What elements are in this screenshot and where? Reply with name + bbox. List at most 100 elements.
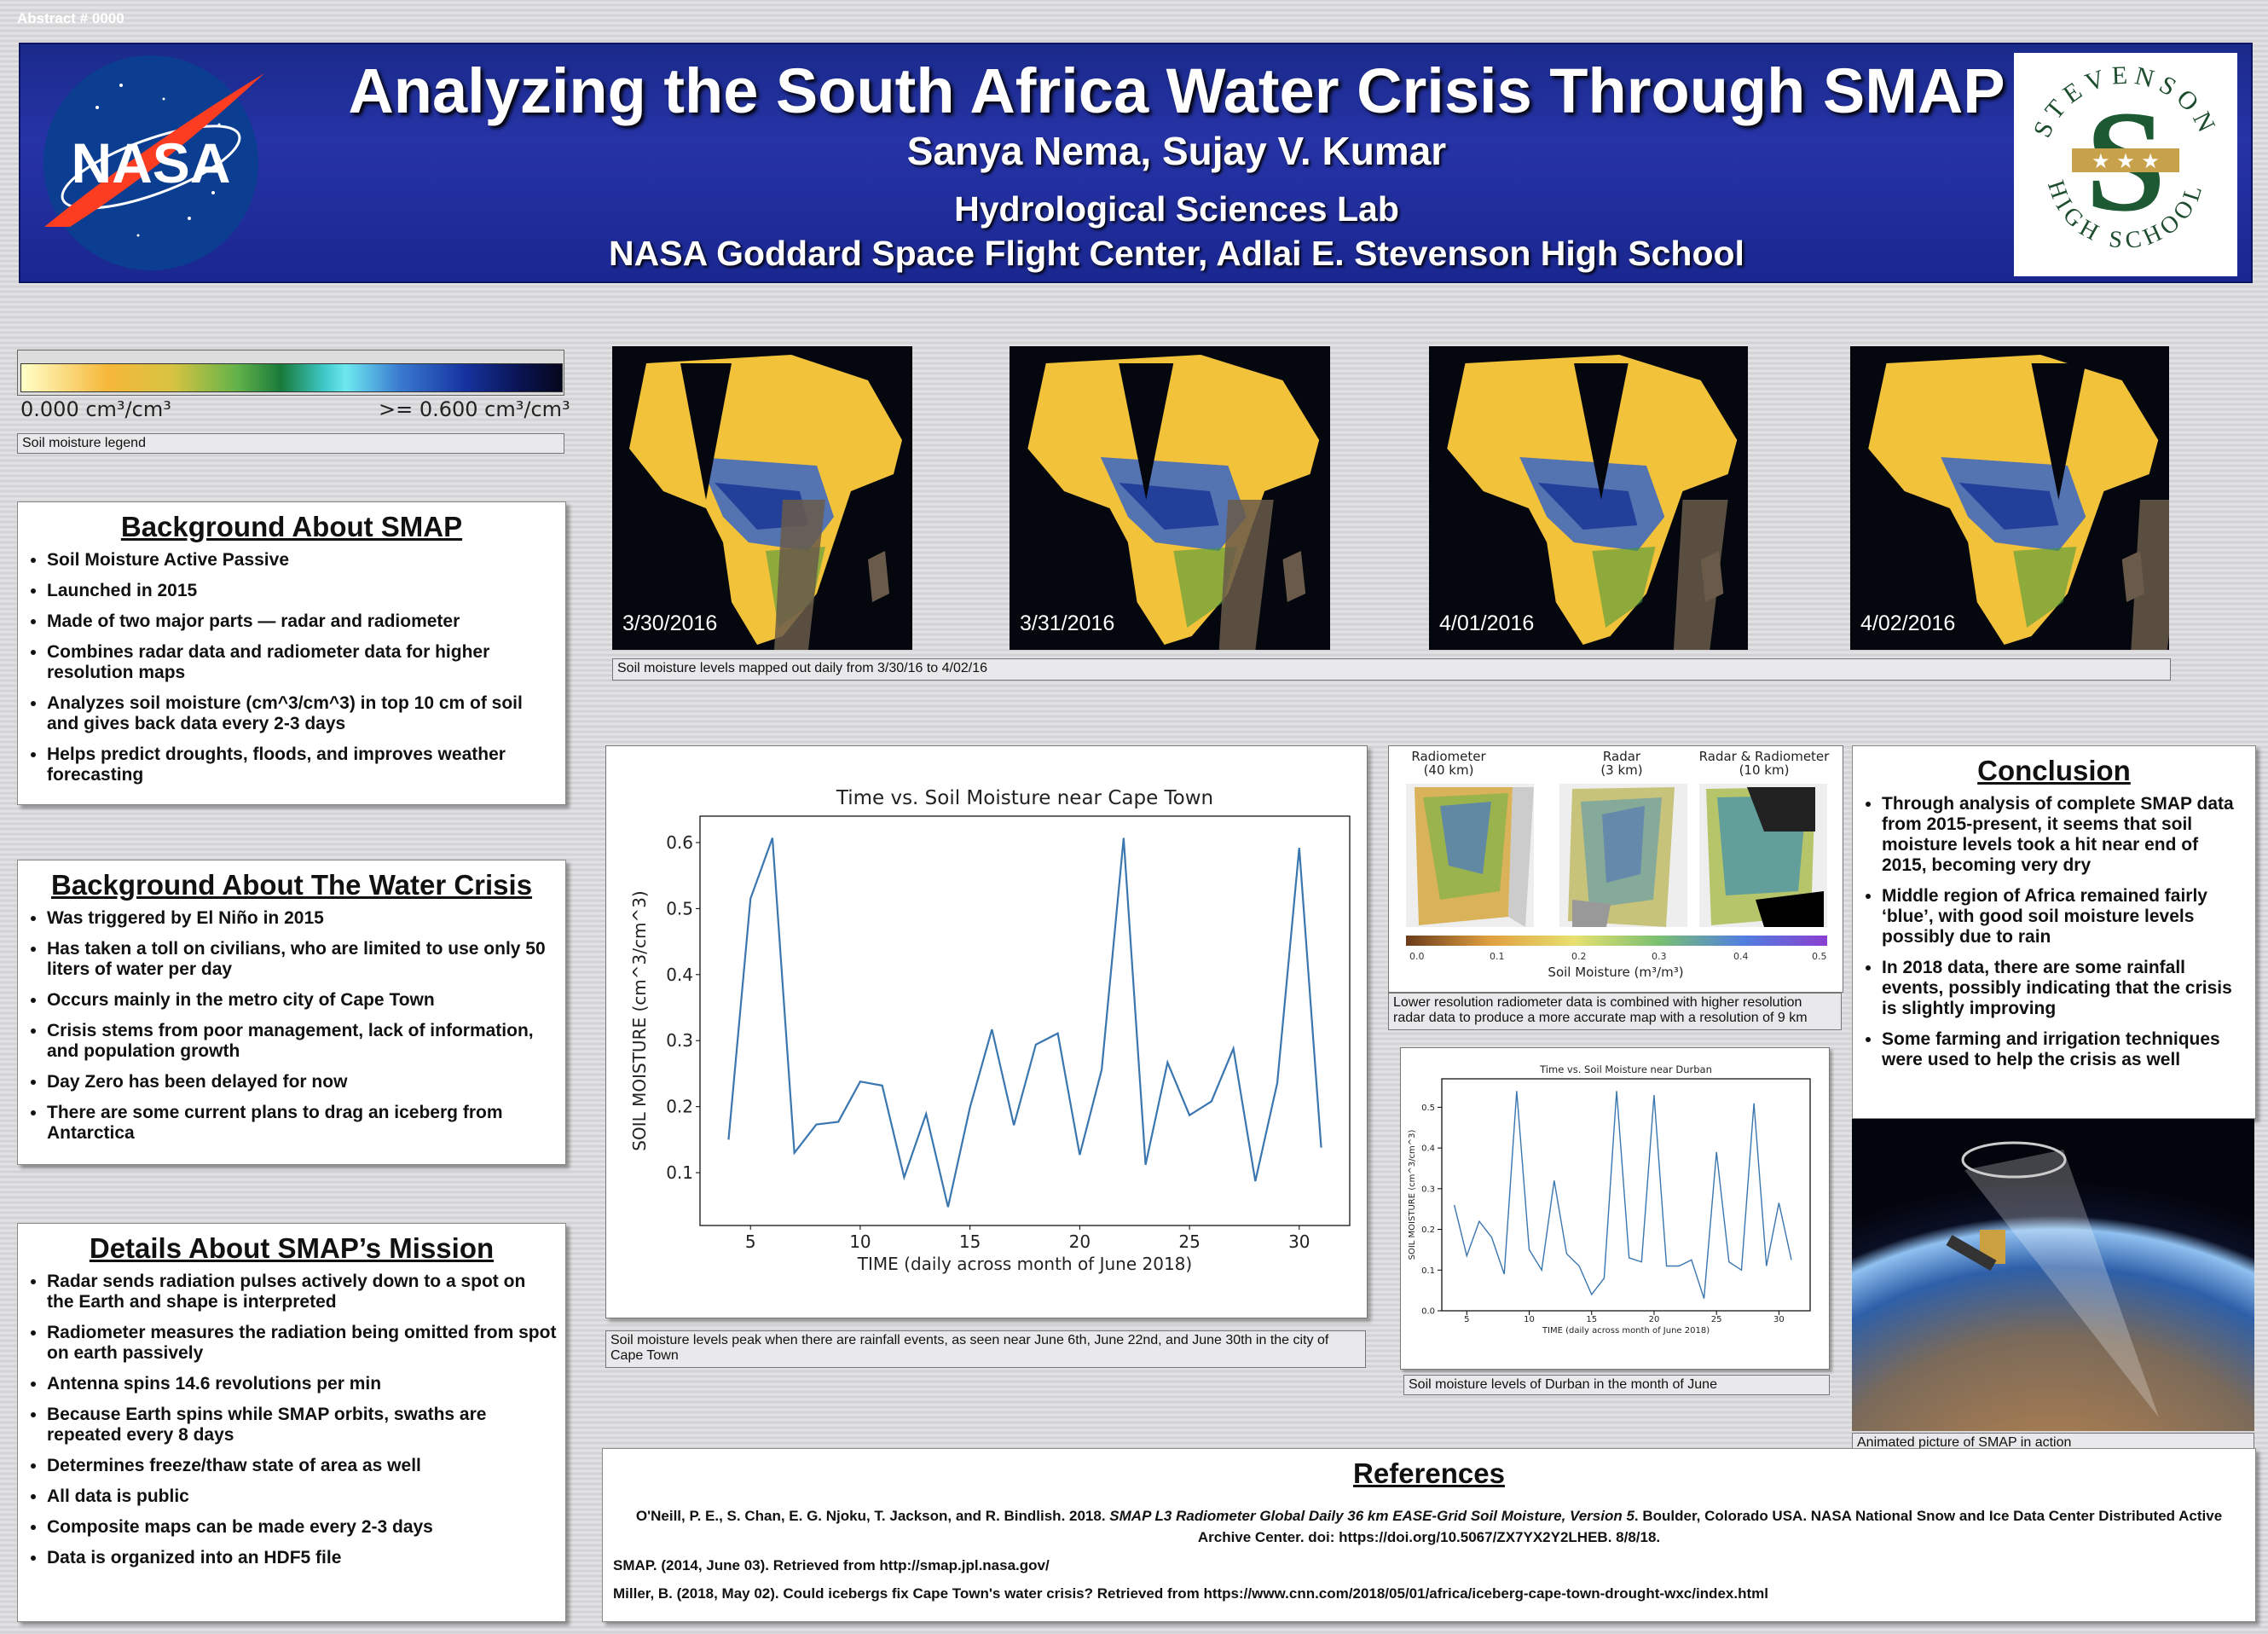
list-item: Crisis stems from poor management, lack … [47,1021,557,1062]
y-tick-label: 0.4 [666,965,693,985]
svg-text:★ ★ ★: ★ ★ ★ [2092,149,2160,173]
composite-caption: Lower resolution radiometer data is comb… [1388,993,1842,1030]
plot-frame [699,815,1351,1226]
list-item: Because Earth spins while SMAP orbits, s… [47,1405,557,1446]
x-tick-label: 15 [959,1231,981,1252]
list-item: Has taken a toll on civilians, who are l… [47,939,557,980]
list-item: Combines radar data and radiometer data … [47,642,557,683]
reference-2: SMAP. (2014, June 03). Retrieved from ht… [613,1557,1050,1573]
x-tick-label: 30 [1773,1315,1785,1324]
durban-chart-caption: Soil moisture levels of Durban in the mo… [1403,1375,1830,1395]
y-axis-label: SOIL MOISTURE (cm^3/cm^3) [629,890,650,1150]
x-tick-label: 10 [849,1231,871,1252]
x-tick-label: 5 [745,1231,756,1252]
list-item: Launched in 2015 [47,581,557,601]
x-axis-label: TIME (daily across month of June 2018) [857,1254,1192,1274]
list-item: Analyzes soil moisture (cm^3/cm^3) in to… [47,693,557,734]
legend-min-label: 0.000 cm³/cm³ [20,397,171,421]
swath-gap [680,363,732,500]
map-date-label: 4/01/2016 [1439,611,1535,635]
list-item: Day Zero has been delayed for now [47,1072,557,1092]
y-tick-label: 0.3 [1421,1185,1435,1194]
list-item: Soil Moisture Active Passive [47,550,557,571]
list-item: Helps predict droughts, floods, and impr… [47,745,557,785]
soil-moisture-colorbar [20,363,563,392]
svg-text:Radar & Radiometer: Radar & Radiometer [1699,749,1830,764]
chart-title: Time vs. Soil Moisture near Durban [1539,1063,1712,1075]
list-item: Radiometer measures the radiation being … [47,1323,557,1364]
swath-gap [1574,363,1629,500]
poster-affiliation: NASA Goddard Space Flight Center, Adlai … [609,234,1744,273]
satellite-caption: Animated picture of SMAP in action [1852,1433,2254,1451]
smap-satellite-image [1852,1119,2254,1431]
durban-chart-panel: Time vs. Soil Moisture near Durban 5 10 15 2… [1400,1047,1830,1370]
title-banner [19,43,2253,283]
map-date-label: 3/30/2016 [622,611,718,635]
swath-gap [1218,500,1274,650]
africa-map-image [1868,355,2169,650]
svg-text:0.5: 0.5 [1812,951,1827,962]
school-logo: STEVENSON HIGH SCHOOL S ★ ★ ★ [2014,53,2237,276]
x-tick-label: 25 [1178,1231,1200,1252]
list-item: There are some current plans to drag an … [47,1103,557,1144]
africa-map-image [1447,355,1738,650]
svg-text:NASA: NASA [71,131,230,194]
references-panel: References O'Neill, P. E., S. Chan, E. G… [602,1448,2256,1622]
y-tick-label: 0.2 [666,1097,693,1117]
cape-town-chart-panel: Time vs. Soil Moisture near Cape Town 5 10… [605,745,1368,1318]
y-tick-label: 0.1 [666,1162,693,1183]
x-tick-label: 20 [1649,1315,1660,1324]
x-tick-label: 25 [1711,1315,1722,1324]
x-tick-label: 10 [1524,1315,1535,1324]
y-tick-label: 0.2 [1421,1226,1435,1235]
green-region [1592,547,1656,628]
wet-core-region [1537,483,1638,530]
map-date-label: 4/02/2016 [1860,611,1956,635]
maps-caption: Soil moisture levels mapped out daily fr… [612,658,2171,681]
list-item: In 2018 data, there are some rainfall ev… [1882,958,2247,1019]
combined-map [1699,784,1827,927]
list-item: Was triggered by El Niño in 2015 [47,908,557,929]
list-item: All data is public [47,1486,557,1507]
madagascar [1700,551,1724,602]
conclusion-heading: Conclusion [1977,755,2131,786]
svg-text:(40 km): (40 km) [1424,762,1474,778]
radar-radiometer-figure: Radiometer (40 km) Radar (3 km) Radar & … [1388,745,1843,993]
africa-map-image [629,355,902,650]
legend-caption: Soil moisture legend [17,433,564,454]
radiometer-map [1406,784,1534,927]
poster-authors: Sanya Nema, Sujay V. Kumar [906,129,1447,173]
svg-text:0.1: 0.1 [1490,951,1505,962]
mission-panel: Details About SMAP’s Mission Radar sends… [17,1223,566,1622]
svg-text:(10 km): (10 km) [1739,762,1790,778]
swath-gap [1673,500,1728,650]
swath-gap [1119,363,1174,500]
soil-moisture-map-4: 4/02/2016 [1850,346,2169,650]
references-heading: References [1353,1457,1505,1489]
x-axis-label: TIME (daily across month of June 2018) [1542,1326,1710,1336]
swath-gap [774,500,825,650]
soil-moisture-map-1: 3/30/2016 [612,346,912,650]
list-item: Made of two major parts — radar and radi… [47,611,557,632]
list-item: Data is organized into an HDF5 file [47,1548,557,1568]
series-line [727,837,1322,1208]
legend-max-label: >= 0.600 cm³/cm³ [379,397,570,421]
series-line [1453,1091,1792,1299]
green-region [2013,547,2077,628]
x-tick-label: 20 [1069,1231,1091,1252]
nasa-logo: NASA [43,55,264,270]
y-tick-label: 0.0 [1421,1307,1435,1317]
mission-heading: Details About SMAP’s Mission [89,1232,495,1264]
swath-gap [2131,500,2169,650]
svg-text:Radiometer: Radiometer [1411,749,1486,764]
list-item: Antenna spins 14.6 revolutions per min [47,1374,557,1394]
y-tick-label: 0.6 [666,832,693,853]
y-axis-label: SOIL MOISTURE (cm^3/cm^3) [1408,1130,1417,1260]
y-tick-label: 0.3 [666,1030,693,1051]
swath-gap [2031,363,2086,500]
x-tick-label: 30 [1288,1231,1310,1252]
chart-title: Time vs. Soil Moisture near Cape Town [836,787,1213,809]
reference-3: Miller, B. (2018, May 02). Could iceberg… [613,1585,1768,1602]
africa-map-image [1027,355,1320,650]
list-item: Determines freeze/thaw state of area as … [47,1456,557,1476]
